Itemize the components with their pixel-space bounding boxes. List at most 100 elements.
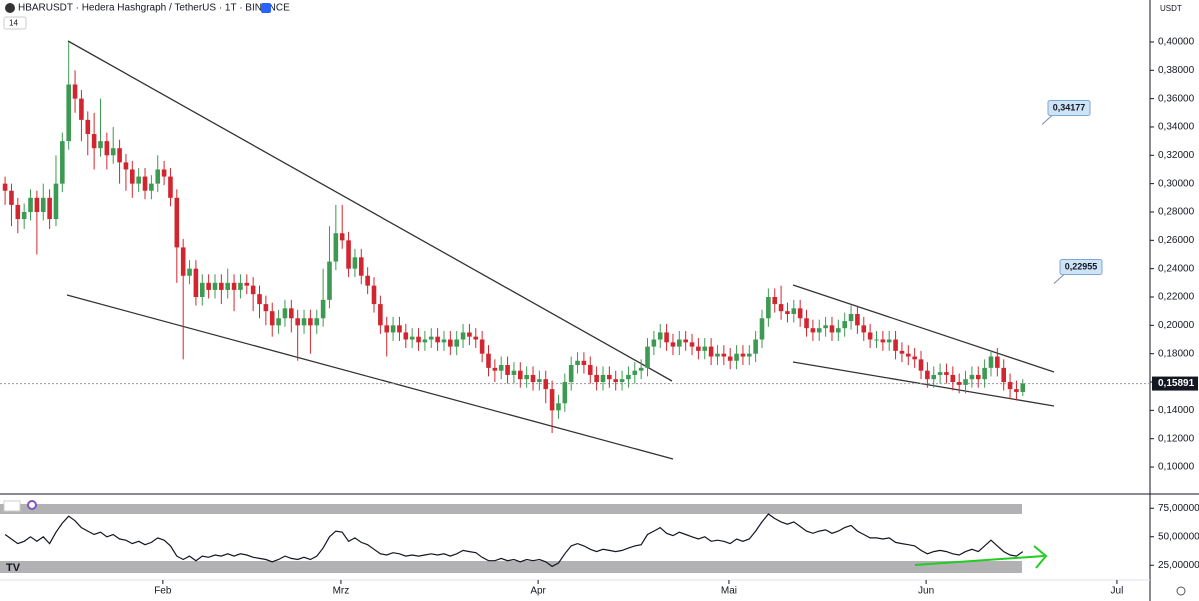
candle-body — [320, 299, 326, 319]
x-tick-label: Apr — [530, 586, 546, 597]
candle-body — [804, 318, 809, 329]
candle-body — [778, 304, 784, 312]
y-tick-label: 0,20000 — [1158, 320, 1195, 331]
candle-body — [867, 332, 873, 340]
candle-body — [257, 294, 262, 305]
candle-body — [219, 282, 224, 290]
chart-title: HBARUSDT · Hedera Hashgraph / TetherUS ·… — [18, 3, 290, 14]
candle-body — [632, 370, 638, 375]
candle-body — [505, 365, 510, 375]
candle-body — [543, 379, 549, 390]
candle-body — [638, 367, 644, 371]
y-tick-label: 0,22000 — [1158, 292, 1195, 303]
candle-body — [626, 374, 631, 380]
candle-body — [689, 342, 695, 347]
candle-body — [47, 197, 52, 220]
candle-body — [378, 304, 383, 326]
candle-body — [1007, 382, 1013, 390]
candle-body — [657, 332, 663, 340]
candle-body — [454, 339, 459, 347]
candle-body — [60, 141, 65, 184]
candle-body — [772, 297, 778, 305]
candle-body — [498, 365, 504, 371]
candle-body — [766, 297, 771, 319]
candle-body — [759, 318, 765, 340]
annotation-label: 0,22955 — [1065, 261, 1098, 271]
candle-body — [619, 379, 625, 383]
candle-body — [327, 261, 332, 300]
annotation-box — [1059, 258, 1103, 275]
x-tick-label: Mrz — [333, 586, 350, 597]
x-tick-label: Mai — [721, 586, 737, 597]
candle-body — [123, 162, 129, 170]
candle-body — [397, 325, 402, 333]
candle-body — [206, 282, 211, 290]
candle-body — [136, 176, 141, 184]
candle-body — [613, 379, 619, 383]
candle-body — [810, 328, 816, 333]
candle-body — [295, 318, 300, 326]
y-tick-label: 0,40000 — [1158, 37, 1195, 48]
candle-body — [1014, 389, 1019, 392]
candle-body — [645, 346, 650, 368]
candle-body — [390, 325, 396, 333]
collapse-button[interactable] — [3, 500, 21, 512]
candle-body — [85, 119, 91, 135]
y-tick-label: 0,18000 — [1158, 348, 1195, 359]
candle-body — [899, 350, 905, 354]
settings-icon[interactable] — [1176, 586, 1186, 596]
candle-body — [9, 190, 14, 205]
candle-body — [1001, 367, 1007, 383]
candle-body — [66, 84, 71, 142]
candle-body — [180, 247, 186, 276]
indicator-label: 14 — [9, 19, 18, 28]
candle-body — [950, 374, 956, 383]
candle-body — [740, 353, 746, 357]
candle-body — [562, 382, 568, 404]
candle-body — [886, 339, 892, 343]
candle-body — [365, 275, 370, 286]
indicator-legend[interactable] — [3, 16, 27, 30]
candle-body — [263, 304, 269, 312]
candle-body — [428, 336, 434, 340]
y-tick-label: 0,28000 — [1158, 207, 1195, 218]
candle-body — [53, 183, 59, 220]
x-tick-label: Feb — [154, 586, 172, 597]
candle-body — [918, 359, 924, 371]
candle-body — [855, 314, 860, 326]
candle-body — [492, 367, 498, 371]
candle-body — [530, 374, 536, 383]
y-tick-label: 0,30000 — [1158, 178, 1195, 189]
candle-body — [1020, 383, 1026, 392]
candle-body — [276, 318, 281, 326]
candle-body — [600, 374, 606, 383]
candle-body — [40, 197, 46, 212]
symbol-icon — [5, 3, 15, 13]
candle-body — [517, 370, 523, 380]
candle-body — [931, 374, 937, 380]
annotation-pointer — [1053, 274, 1065, 284]
candle-body — [301, 318, 307, 326]
candle-body — [683, 339, 688, 343]
candle-body — [594, 374, 599, 383]
candle-body — [149, 183, 154, 191]
candle-body — [422, 339, 428, 343]
arrow — [914, 545, 1048, 569]
candle-body — [607, 374, 612, 380]
candle-body — [956, 382, 962, 385]
y-tick-label: 0,12000 — [1158, 433, 1195, 444]
candle-body — [893, 339, 898, 351]
candle-body — [448, 339, 453, 347]
candle-body — [861, 325, 867, 333]
candle-body — [199, 282, 205, 298]
candle-body — [142, 176, 148, 191]
candle-body — [467, 332, 472, 337]
candle-body — [15, 204, 21, 220]
candle-body — [937, 372, 943, 375]
candle-body — [187, 268, 192, 276]
rsi-line — [4, 513, 1024, 568]
candle-body — [225, 282, 231, 290]
candle-body — [314, 318, 320, 326]
candle-body — [670, 342, 676, 347]
